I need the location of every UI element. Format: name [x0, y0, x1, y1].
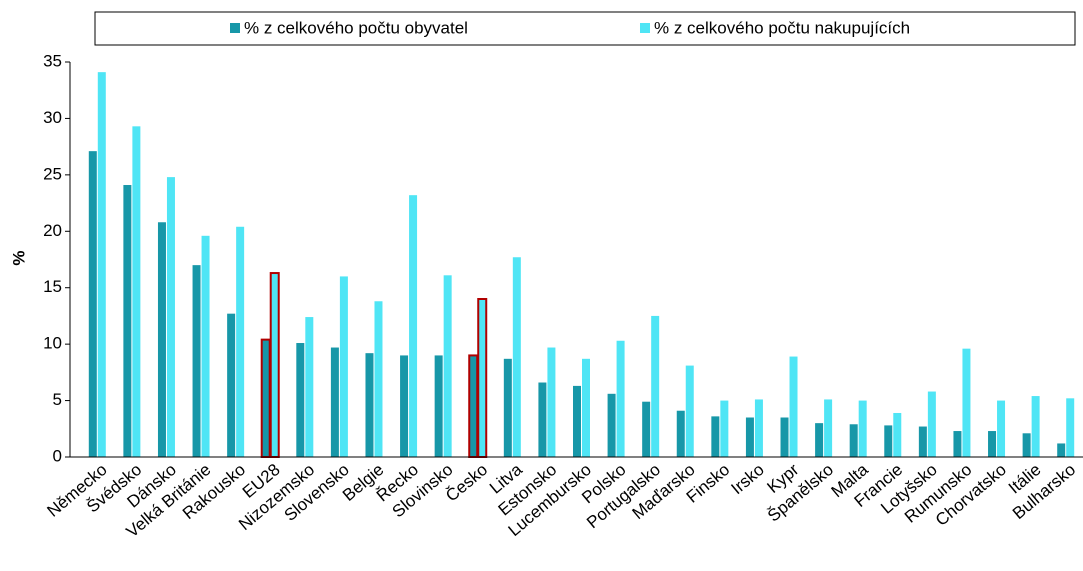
legend-swatch: [230, 23, 240, 33]
bar: [374, 301, 383, 457]
bar: [538, 382, 547, 457]
bar: [884, 425, 893, 457]
bar: [745, 417, 754, 457]
legend-box: [94, 11, 1076, 46]
bar: [512, 257, 521, 457]
bar: [918, 426, 927, 457]
bar: [400, 355, 409, 457]
x-tick-label: Irsko: [727, 460, 767, 498]
bar: [132, 126, 141, 457]
bar: [1057, 443, 1066, 457]
bar: [1022, 433, 1031, 457]
bar: [468, 354, 479, 458]
bar: [88, 151, 97, 457]
bar: [573, 385, 581, 457]
legend-label: % z celkového počtu nakupujících: [654, 18, 910, 37]
bar: [711, 416, 720, 457]
y-tick-label: 0: [53, 446, 62, 465]
bar: [296, 343, 305, 457]
y-tick-label: 15: [43, 277, 62, 296]
bar: [651, 315, 660, 457]
bar: [676, 410, 685, 457]
bar: [607, 393, 616, 457]
bar: [503, 358, 512, 457]
bar: [815, 423, 824, 457]
bar: [260, 338, 271, 458]
bar: [97, 72, 106, 458]
bar: [858, 400, 867, 457]
y-axis-label: %: [9, 250, 28, 265]
y-tick-label: 5: [53, 390, 62, 409]
bar: [305, 317, 314, 457]
bar: [443, 275, 452, 457]
bar: [1066, 398, 1075, 457]
legend-swatch: [640, 23, 650, 33]
y-tick-label: 25: [43, 164, 62, 183]
bar: [893, 412, 902, 457]
bar: [409, 195, 418, 457]
bar: [789, 356, 798, 457]
bar: [988, 431, 997, 457]
bar: [339, 276, 348, 457]
bar: [582, 358, 590, 457]
bar: [1031, 396, 1040, 457]
bar: [849, 424, 858, 457]
bar: [997, 400, 1006, 457]
bar: [434, 355, 443, 457]
bar: [365, 353, 374, 457]
bar: [166, 177, 175, 457]
bar: [780, 417, 789, 457]
y-tick-label: 10: [43, 334, 62, 353]
y-tick-label: 35: [43, 51, 62, 70]
bar: [157, 222, 166, 457]
bar: [201, 235, 210, 457]
bar: [720, 400, 729, 457]
bar: [953, 431, 962, 457]
bar: [754, 399, 763, 457]
legend-label: % z celkového počtu obyvatel: [244, 18, 468, 37]
y-tick-label: 20: [43, 221, 62, 240]
bar: [123, 185, 132, 457]
bar: [642, 401, 651, 457]
bar: [927, 391, 936, 457]
bar: [192, 265, 201, 457]
bar: [330, 347, 339, 457]
bar: [269, 272, 280, 458]
bar: [547, 347, 556, 457]
bar: [962, 348, 971, 457]
bar: [236, 226, 245, 457]
bar: [227, 313, 236, 457]
bar: [685, 365, 694, 457]
bar: [477, 298, 488, 458]
bar: [616, 340, 625, 457]
bar: [824, 399, 833, 457]
y-tick-label: 30: [43, 108, 62, 127]
